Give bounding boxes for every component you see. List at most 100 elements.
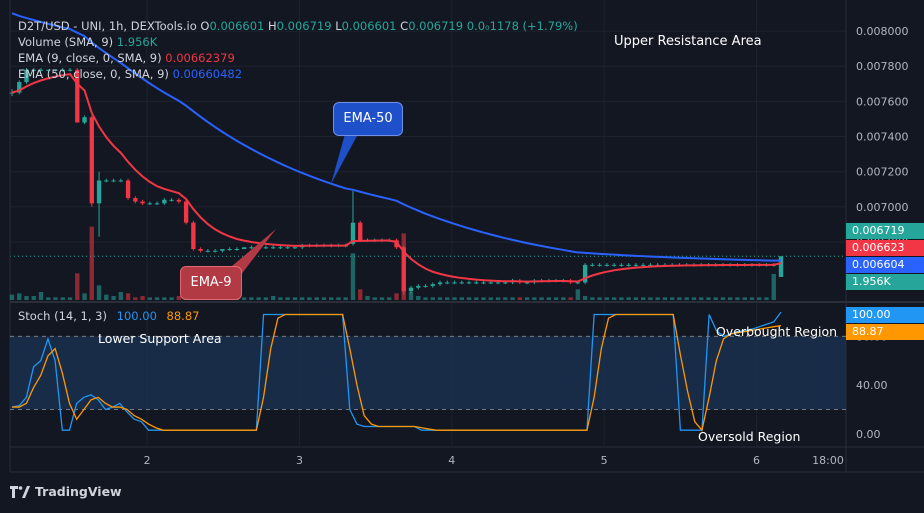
volume-bar	[307, 297, 312, 300]
volume-bar	[430, 297, 435, 300]
volume-bar	[546, 297, 552, 300]
upper-resistance-label: Upper Resistance Area	[614, 34, 762, 49]
volume-bar	[125, 293, 131, 300]
volume-bar	[553, 297, 559, 300]
volume-bar	[416, 296, 421, 300]
candle-body	[495, 282, 501, 284]
volume-bar	[633, 297, 639, 300]
volume-bar	[89, 226, 94, 300]
candle-body	[234, 249, 240, 251]
volume-bar	[611, 297, 617, 300]
candle-body	[241, 247, 247, 250]
volume-bar	[321, 297, 327, 300]
volume-bar	[423, 297, 428, 300]
candle-body	[227, 249, 232, 251]
volume-bar	[336, 297, 341, 300]
volume-bar	[619, 297, 624, 300]
volume-bar	[358, 289, 363, 300]
volume-bar	[154, 297, 160, 300]
volume-bar	[82, 293, 87, 300]
volume-bar	[524, 297, 530, 300]
candle-body	[488, 282, 493, 284]
stoch-legend[interactable]: Stoch (14, 1, 3) 100.00 88.87	[18, 309, 199, 323]
indicator-ema50[interactable]: EMA (50, close, 0, SMA, 9) 0.00660482	[18, 66, 578, 82]
volume-bar	[329, 297, 334, 300]
volume-bar	[270, 296, 276, 300]
change-value: 0.0₀1178 (+1.79%)	[466, 19, 578, 33]
volume-bar	[582, 296, 588, 300]
volume-bar	[575, 289, 581, 300]
volume-bar	[655, 297, 660, 300]
candle-body	[191, 222, 196, 250]
time-axis[interactable]: 2 3 4 5 6 18:00	[144, 454, 844, 467]
candle-body	[524, 282, 530, 284]
candle-body	[474, 282, 479, 284]
volume-bar	[394, 293, 399, 300]
stoch-lines	[11, 311, 782, 432]
candle-body	[292, 247, 298, 249]
candle-body	[169, 199, 174, 201]
volume-bar	[510, 297, 515, 300]
candle-body	[9, 92, 15, 94]
volume-bar	[604, 297, 610, 300]
volume-bar	[640, 297, 646, 300]
candle-body	[633, 264, 639, 266]
volume-bar	[720, 297, 726, 300]
volume-bar	[169, 297, 174, 300]
candle-body	[575, 282, 581, 284]
candle-body	[597, 264, 602, 266]
indicator-volume[interactable]: Volume (SMA, 9) 1.956K	[18, 34, 578, 50]
indicator-ema9[interactable]: EMA (9, close, 0, SMA, 9) 0.00662379	[18, 50, 578, 66]
candle-body	[38, 69, 44, 71]
volume-bar	[503, 297, 508, 300]
candle-body	[611, 264, 617, 266]
ohlc-line[interactable]: D2T/USD - UNI, 1h, DEXTools.io O0.006601…	[18, 18, 578, 34]
volume-bar	[539, 297, 544, 300]
pair-title: D2T/USD - UNI, 1h, DEXTools.io	[18, 19, 197, 33]
tag-ema50: 0.006604	[846, 257, 924, 273]
volume-bar	[379, 297, 385, 300]
volume-bar	[662, 297, 668, 300]
high-value: 0.006719	[276, 19, 332, 33]
volume-bar	[176, 296, 182, 300]
candle-body	[437, 282, 443, 285]
volume-bar	[408, 292, 414, 300]
candle-body	[96, 180, 102, 204]
tag-ema9: 0.006623	[846, 240, 924, 256]
ema9-callout: EMA-9	[180, 266, 242, 300]
candle-body	[778, 256, 784, 277]
volume-bar	[445, 297, 450, 300]
tag-stoch-d: 88.87	[846, 324, 924, 340]
candle-body	[220, 249, 225, 251]
candle-body	[445, 282, 450, 284]
candle-body	[619, 264, 624, 266]
volume-bar	[278, 297, 283, 300]
volume-bar	[31, 296, 36, 300]
tradingview-logo[interactable]: TradingView	[10, 484, 122, 499]
volume-bar	[626, 297, 631, 300]
volume-bar	[96, 285, 102, 300]
volume-bar	[481, 297, 486, 300]
candle-body	[24, 69, 29, 83]
ema50-pointer	[331, 134, 358, 184]
volume-bar	[749, 297, 755, 300]
volume-bar	[474, 297, 479, 300]
header-legend: D2T/USD - UNI, 1h, DEXTools.io O0.006601…	[18, 18, 578, 82]
overbought-label: Overbought Region	[716, 324, 838, 339]
tag-stoch-k: 100.00	[846, 307, 924, 323]
candle-body	[416, 285, 421, 288]
volume-bar	[118, 292, 123, 300]
volume-bar	[742, 297, 747, 300]
volume-bar	[532, 297, 537, 300]
volume-bar	[249, 297, 254, 300]
y-tick-label: 0.007400	[856, 131, 909, 144]
brand-name: TradingView	[35, 484, 122, 499]
volume-bar	[350, 253, 356, 300]
volume-bar	[691, 297, 697, 300]
candle-body	[46, 69, 51, 71]
indicator-label: EMA (50, close, 0, SMA, 9)	[18, 67, 169, 81]
candle-body	[503, 282, 508, 284]
tag-close: 0.006719	[846, 223, 924, 239]
